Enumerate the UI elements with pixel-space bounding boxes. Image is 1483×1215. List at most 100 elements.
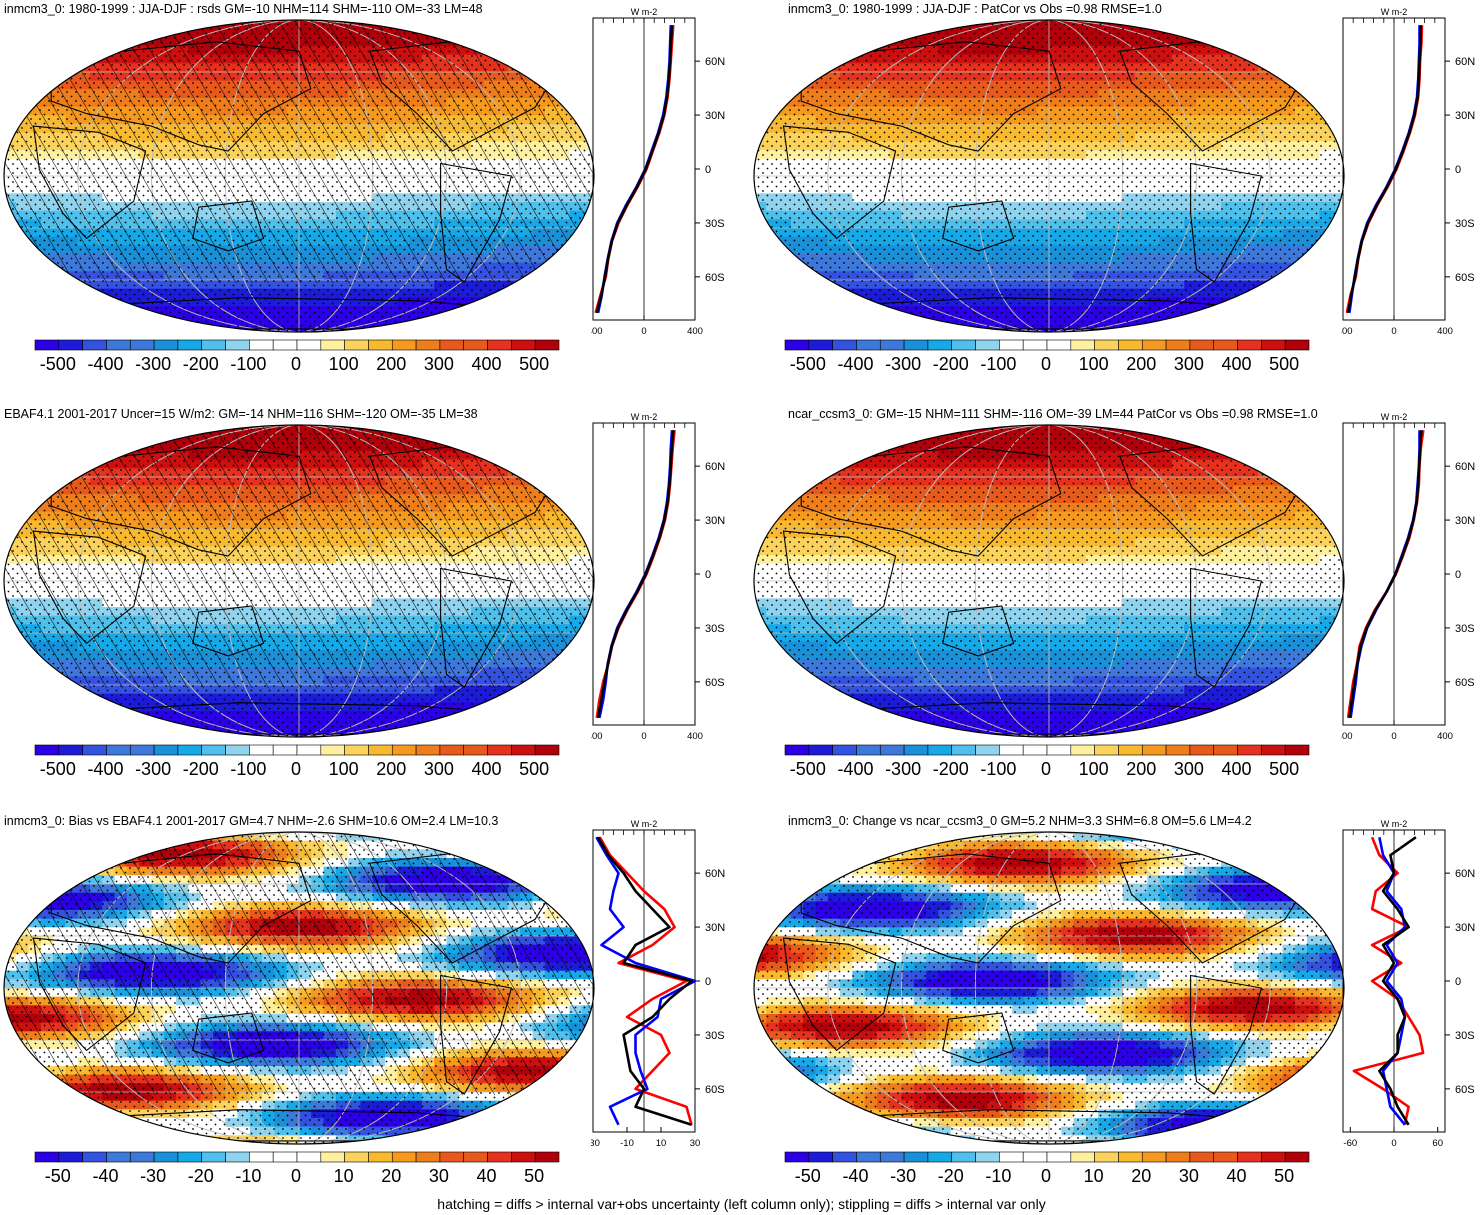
zonal-lat-tick: 0 (705, 164, 711, 176)
map-cell (532, 271, 546, 281)
map-cell (532, 297, 546, 307)
zonal-series-line (1346, 25, 1423, 314)
map-cell (766, 72, 780, 82)
map-cell (495, 323, 509, 332)
map-cell (53, 676, 67, 686)
map-cell (544, 28, 558, 38)
map-cell (852, 297, 866, 307)
map-cell (544, 262, 558, 272)
map-cell (483, 20, 497, 30)
map-cell (16, 28, 30, 38)
colorbar-swatch (927, 339, 953, 351)
map-cell (1159, 20, 1173, 30)
map-cell (90, 306, 103, 316)
zonal-x-tick: 400 (687, 326, 703, 337)
map-cell (28, 659, 42, 669)
map-cell (569, 46, 583, 56)
map-cell (1221, 306, 1234, 316)
map-cell (778, 46, 792, 56)
map-cell (766, 271, 780, 281)
map-cell (754, 271, 767, 281)
map-cell (483, 37, 497, 47)
map-cell (827, 46, 841, 56)
map-cell (483, 433, 497, 443)
map-cell (1307, 28, 1321, 38)
map-cell (1257, 54, 1271, 64)
map-cell (876, 314, 890, 324)
map-cell (1184, 314, 1198, 324)
colorbar-swatch (1118, 339, 1143, 351)
map-cell (557, 72, 571, 82)
map-cell (1307, 297, 1321, 307)
map-cell (557, 451, 571, 461)
map-cell (102, 314, 116, 324)
map-cell (569, 236, 583, 246)
map-cell (557, 89, 571, 99)
map-cell (188, 425, 202, 435)
map-cell (532, 46, 546, 56)
map-cell (458, 425, 472, 435)
map-cell (520, 323, 534, 332)
map-cell (53, 46, 67, 56)
map-cell (544, 485, 558, 495)
map-cell (53, 271, 67, 281)
map-cell (754, 115, 767, 125)
map-cell (532, 63, 546, 73)
map-cell (4, 511, 17, 521)
map-cell (754, 236, 767, 246)
map-cell (53, 37, 67, 47)
map-cell (16, 254, 30, 264)
map-cell (28, 468, 42, 478)
map-cell (4, 314, 17, 324)
map-cell (77, 459, 91, 469)
colorbar-swatch (106, 339, 131, 351)
map-cell (569, 641, 583, 651)
map-cell (544, 477, 558, 487)
map-cell (1270, 297, 1284, 307)
colorbar-swatch (879, 339, 905, 351)
map-cell (1257, 323, 1271, 332)
map-cell (766, 28, 780, 38)
map-cell (938, 323, 952, 332)
map-cell (889, 20, 903, 30)
map-cell (4, 28, 17, 38)
map-cell (889, 28, 903, 38)
map-cell (754, 219, 767, 229)
map-cell (471, 37, 484, 47)
map-cell (1294, 63, 1308, 73)
map-cell (4, 468, 17, 478)
map-cell (864, 306, 878, 316)
map-cell (876, 323, 890, 332)
map-cell (557, 485, 571, 495)
map-cell (507, 459, 521, 469)
zonal-series-line (596, 25, 673, 314)
map-cell (1319, 20, 1333, 30)
map-cell (65, 468, 79, 478)
map-cell (139, 20, 153, 30)
map-cell (4, 228, 17, 238)
map-cell (53, 323, 67, 332)
map-cell (569, 314, 583, 324)
map-cell (864, 28, 878, 38)
map-cell (1319, 254, 1333, 264)
map-cell (114, 323, 128, 332)
map-cell (544, 271, 558, 281)
map-cell (102, 20, 116, 30)
map-cell (1294, 54, 1308, 64)
map-cell (53, 297, 67, 307)
map-cell (1319, 314, 1333, 324)
map-cell (790, 46, 804, 56)
map-cell (1270, 20, 1284, 30)
map-cell (889, 314, 903, 324)
map-cell (114, 37, 128, 47)
map-cell (1282, 306, 1296, 316)
map-cell (520, 468, 534, 478)
map-cell (889, 323, 903, 332)
map-cell (16, 667, 30, 677)
map-cell (754, 63, 767, 73)
map-cell (446, 314, 460, 324)
map-cell (532, 288, 546, 298)
map-cell (77, 288, 91, 298)
map-cell (1282, 63, 1296, 73)
map-cell (40, 459, 54, 469)
